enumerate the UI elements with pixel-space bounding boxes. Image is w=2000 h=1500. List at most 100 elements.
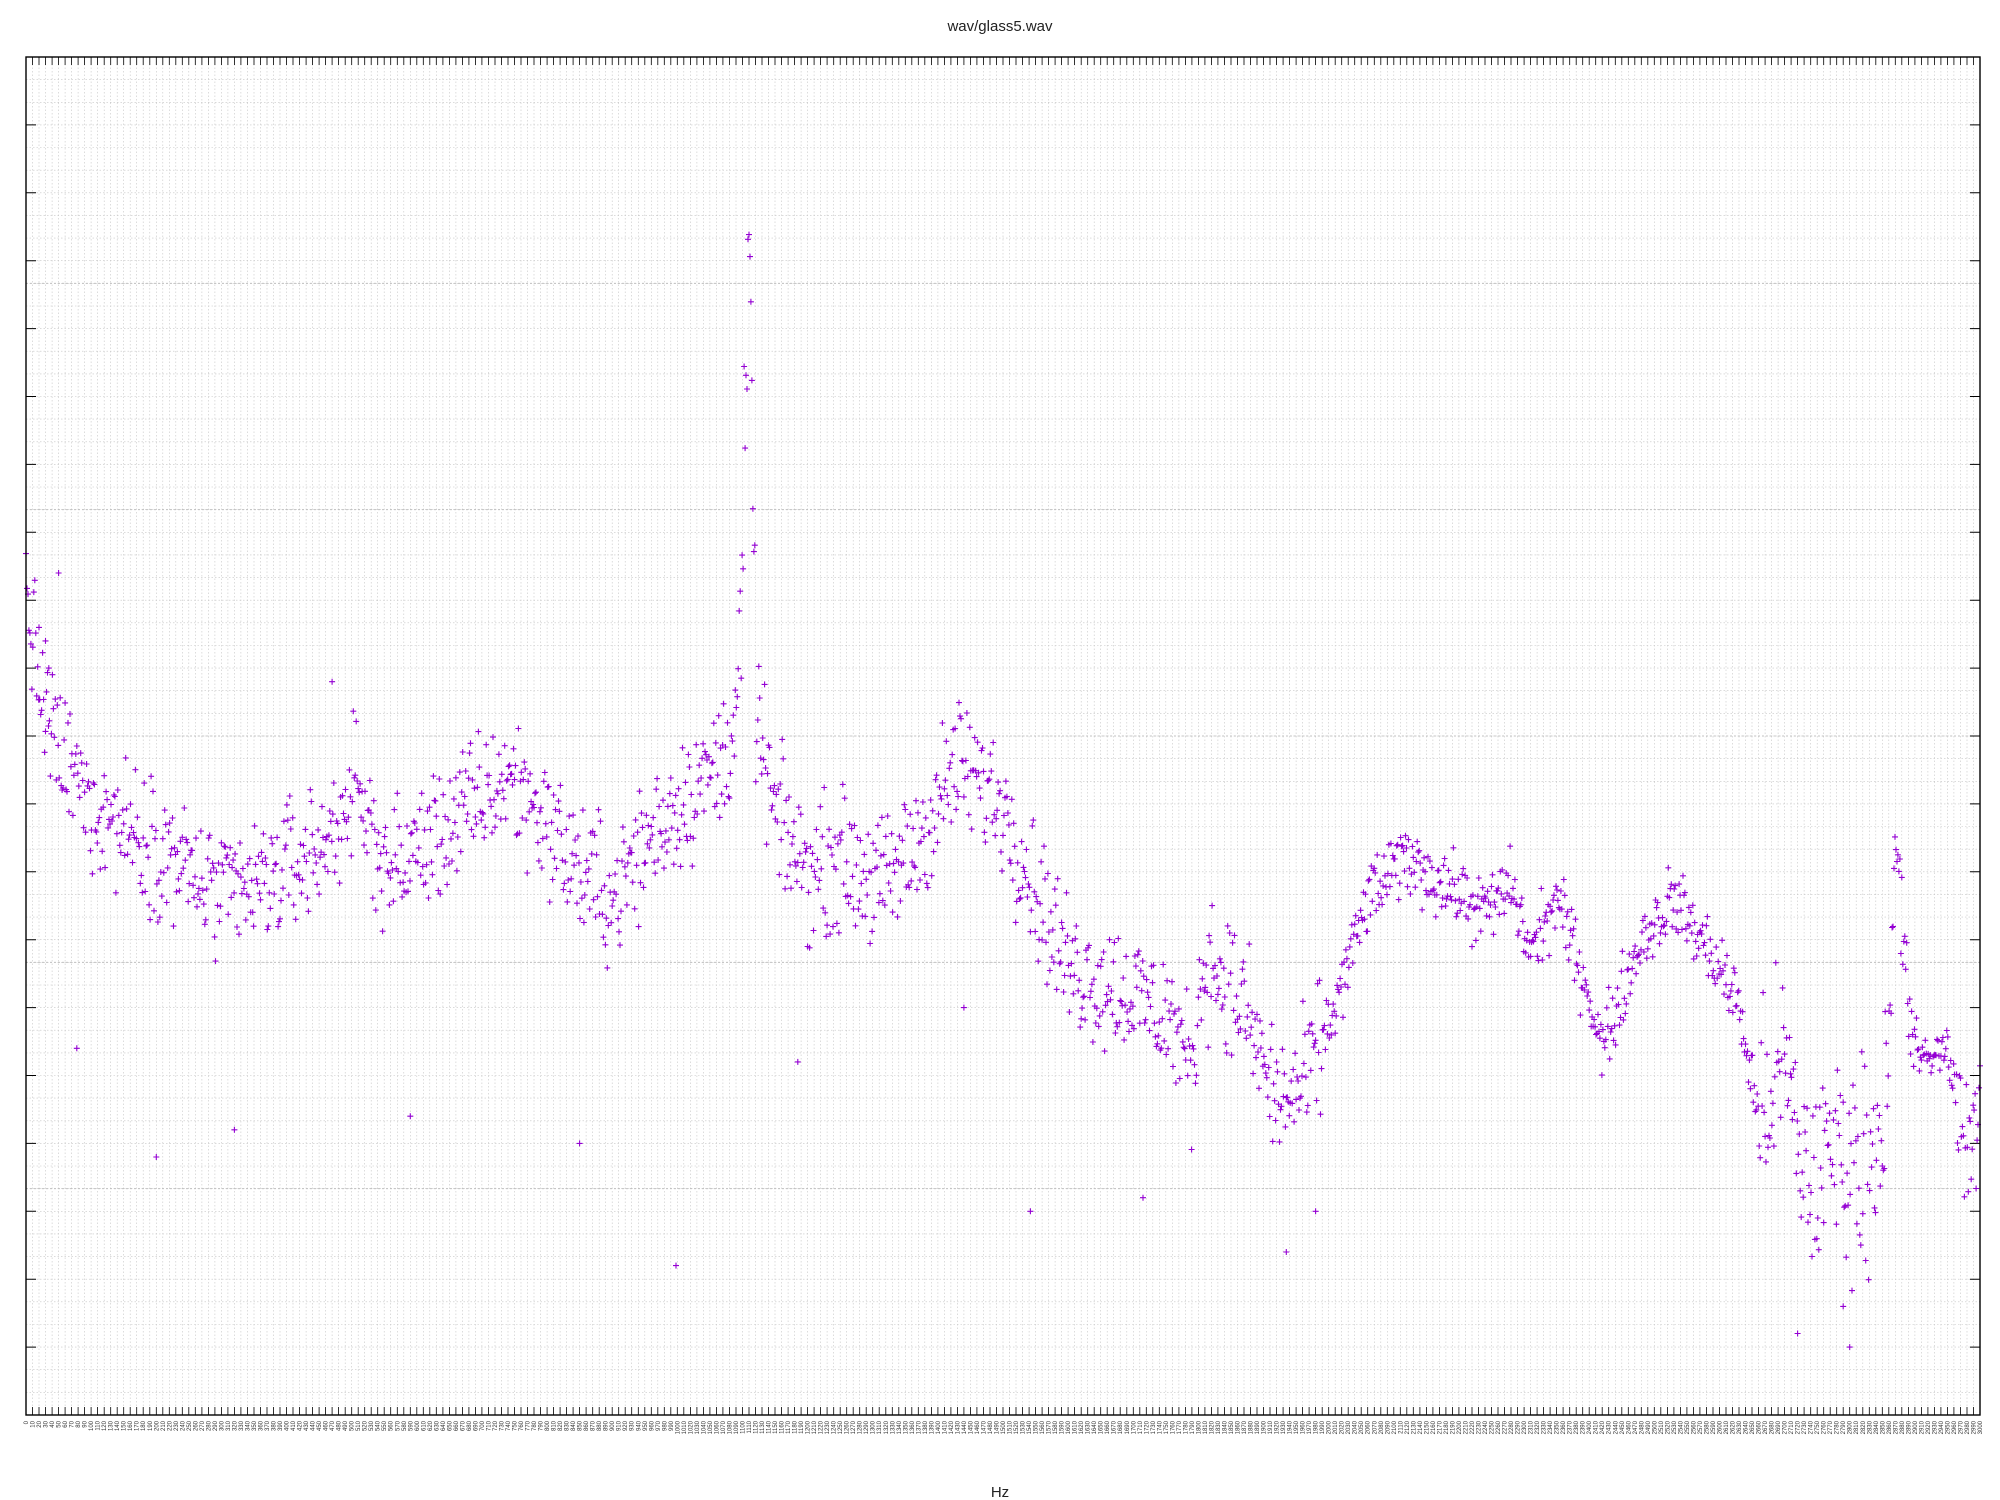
x-tick-label: 630 [434, 1420, 440, 1431]
x-tick-label: 1550 [1034, 1420, 1040, 1434]
x-tick-label: 1810 [1203, 1420, 1209, 1434]
x-tick-label: 2950 [1945, 1420, 1951, 1434]
x-tick-label: 1050 [708, 1420, 714, 1434]
x-tick-label: 2900 [1913, 1420, 1919, 1434]
x-tick-label: 1080 [727, 1420, 733, 1434]
x-tick-label: 2750 [1815, 1420, 1821, 1434]
x-tick-label: 2080 [1379, 1420, 1385, 1434]
x-tick-label: 1150 [773, 1420, 779, 1434]
x-tick-label: 790 [539, 1420, 545, 1431]
x-tick-label: 2710 [1789, 1420, 1795, 1434]
grid [26, 57, 1980, 1415]
x-tick-label: 2920 [1926, 1420, 1932, 1434]
x-tick-label: 350 [252, 1420, 258, 1431]
x-tick-label: 2530 [1672, 1420, 1678, 1434]
x-tick-label: 1250 [838, 1420, 844, 1434]
x-tick-label: 530 [369, 1420, 375, 1431]
x-tick-label: 2620 [1731, 1420, 1737, 1434]
x-tick-label: 820 [558, 1420, 564, 1431]
x-tick-label: 640 [441, 1420, 447, 1431]
x-tick-label: 1490 [995, 1420, 1001, 1434]
x-tick-label: 2560 [1691, 1420, 1697, 1434]
x-tick-label: 690 [473, 1420, 479, 1431]
x-tick-label: 2230 [1477, 1420, 1483, 1434]
x-tick-label: 920 [623, 1420, 629, 1431]
x-tick-label: 1290 [864, 1420, 870, 1434]
x-tick-label: 250 [187, 1420, 193, 1431]
x-tick-label: 140 [115, 1420, 121, 1431]
x-tick-label: 2190 [1450, 1420, 1456, 1434]
x-tick-label: 2240 [1483, 1420, 1489, 1434]
x-tick-label: 970 [656, 1420, 662, 1431]
x-tick-label: 1630 [1086, 1420, 1092, 1434]
x-tick-label: 340 [246, 1420, 252, 1431]
x-tick-label: 840 [571, 1420, 577, 1431]
x-tick-label: 2000 [1327, 1420, 1333, 1434]
x-tick-label: 2320 [1535, 1420, 1541, 1434]
x-tick-label: 2360 [1561, 1420, 1567, 1434]
x-tick-label: 270 [200, 1420, 206, 1431]
x-tick-label: 510 [356, 1420, 362, 1431]
x-tick-label: 1870 [1242, 1420, 1248, 1434]
x-tick-label: 1600 [1066, 1420, 1072, 1434]
x-tick-label: 2550 [1685, 1420, 1691, 1434]
x-tick-label: 1900 [1262, 1420, 1268, 1434]
x-tick-label: 1920 [1275, 1420, 1281, 1434]
x-tick-label: 2680 [1770, 1420, 1776, 1434]
x-tick-label: 370 [265, 1420, 271, 1431]
x-tick-label: 2570 [1698, 1420, 1704, 1434]
x-tick-label: 1540 [1027, 1420, 1033, 1434]
x-tick-label: 260 [193, 1420, 199, 1431]
x-tick-label: 2350 [1555, 1420, 1561, 1434]
x-tick-label: 1460 [975, 1420, 981, 1434]
x-tick-label: 2170 [1437, 1420, 1443, 1434]
x-tick-label: 1840 [1223, 1420, 1229, 1434]
x-tick-label: 2400 [1587, 1420, 1593, 1434]
x-tick-label: 2060 [1366, 1420, 1372, 1434]
x-tick-label: 150 [122, 1420, 128, 1431]
x-tick-label: 2330 [1542, 1420, 1548, 1434]
x-tick-label: 310 [226, 1420, 232, 1431]
x-tick-label: 1940 [1288, 1420, 1294, 1434]
x-tick-label: 20 [37, 1420, 43, 1427]
x-tick-label: 2800 [1848, 1420, 1854, 1434]
x-tick-label: 2820 [1861, 1420, 1867, 1434]
x-tick-label: 2430 [1607, 1420, 1613, 1434]
x-tick-label: 1180 [793, 1420, 799, 1434]
x-tick-label: 1400 [936, 1420, 942, 1434]
x-tick-label: 2770 [1828, 1420, 1834, 1434]
x-tick-label: 2990 [1972, 1420, 1978, 1434]
x-tick-label: 1910 [1268, 1420, 1274, 1434]
x-tick-label: 980 [662, 1420, 668, 1431]
x-tick-label: 1030 [695, 1420, 701, 1434]
x-tick-label: 540 [376, 1420, 382, 1431]
x-tick-label: 950 [643, 1420, 649, 1431]
x-tick-label: 1880 [1249, 1420, 1255, 1434]
x-tick-label: 3000 [1978, 1420, 1984, 1434]
x-tick-label: 90 [83, 1420, 89, 1427]
x-tick-label: 2600 [1718, 1420, 1724, 1434]
x-tick-label: 410 [291, 1420, 297, 1431]
x-tick-label: 2890 [1906, 1420, 1912, 1434]
data-markers [23, 231, 1983, 1351]
x-tick-label: 2020 [1340, 1420, 1346, 1434]
x-tick-label: 930 [630, 1420, 636, 1431]
x-tick-label: 2470 [1633, 1420, 1639, 1434]
x-tick-label: 1120 [754, 1420, 760, 1434]
plot-area [25, 56, 1981, 1416]
x-tick-label: 520 [363, 1420, 369, 1431]
x-tick-label: 1700 [1131, 1420, 1137, 1434]
x-tick-label: 730 [500, 1420, 506, 1431]
x-tick-label: 2700 [1783, 1420, 1789, 1434]
x-tick-label: 770 [526, 1420, 532, 1431]
x-tick-label: 1240 [832, 1420, 838, 1434]
x-tick-label: 180 [141, 1420, 147, 1431]
x-tick-label: 480 [337, 1420, 343, 1431]
x-tick-label: 1450 [968, 1420, 974, 1434]
x-tick-label: 670 [460, 1420, 466, 1431]
x-tick-label: 2650 [1750, 1420, 1756, 1434]
x-tick-label: 2090 [1385, 1420, 1391, 1434]
x-tick-label: 1580 [1053, 1420, 1059, 1434]
x-tick-label: 2930 [1932, 1420, 1938, 1434]
x-tick-label: 710 [486, 1420, 492, 1431]
